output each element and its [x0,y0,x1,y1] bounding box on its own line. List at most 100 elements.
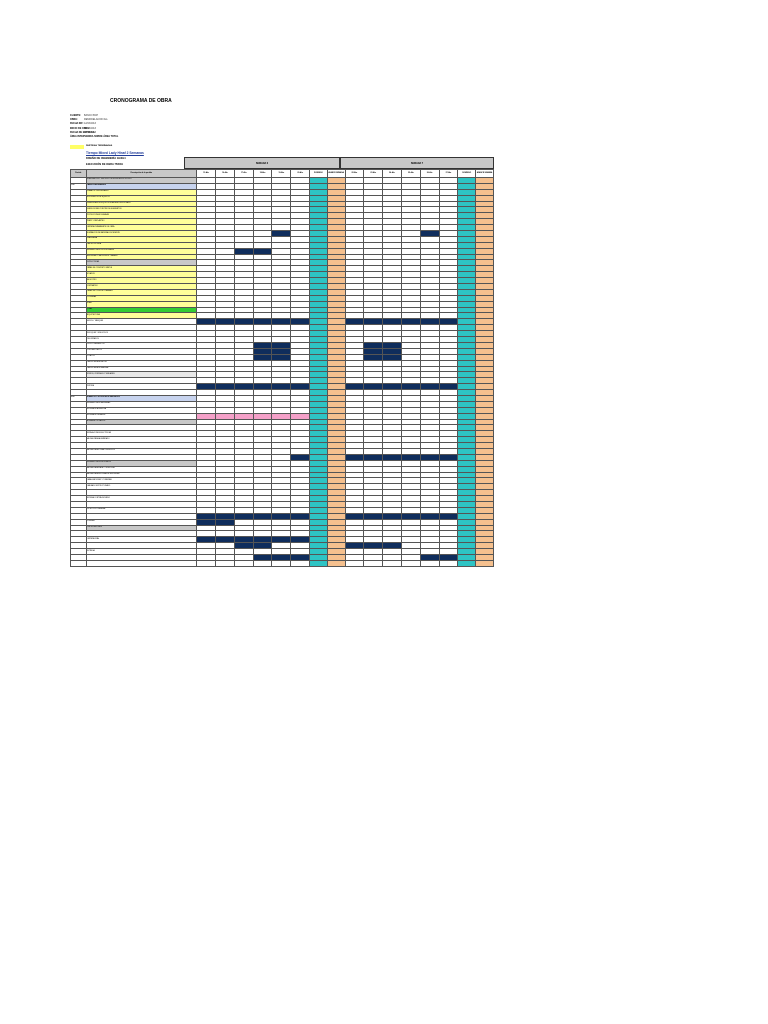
col-header-day: 24-Abr [382,169,402,178]
day-cell [196,218,217,226]
partida-number [70,559,87,567]
day-cell [233,218,254,226]
meta-key: FECHA DE ENTREGA: [70,130,96,134]
table-row: ELABORACION Y SUSTENTO DE EXPEDIENTE TEC… [70,177,494,184]
day-cell [233,177,254,184]
table-row [70,542,494,550]
partida-description: GUARDIANIA [85,235,198,243]
day-cell [438,194,459,202]
table-row: GUARDIANIA [70,235,494,243]
day-cell [215,218,235,226]
day-cell [215,506,235,514]
table-row [70,512,494,520]
table-row: VIGAS [70,300,494,308]
day-cell [290,518,311,526]
table-row: 1.00 OBRAS PRELIMINARES [70,182,494,190]
highlight-label: PARTIDAS TERMINADAS [86,145,113,147]
schedule-bar-cell [196,518,217,526]
day-cell [290,218,311,226]
col-header-day: 18-Abr [252,169,273,178]
schedule-link[interactable]: Tiempo Mixed Lady Hinaf 2 Semanas [86,151,144,155]
day-cell [215,206,235,214]
col-header-day: 27-Abr [438,169,459,178]
avance-cell [475,518,494,526]
partida-description: PROTECCIONES DE AREAS [85,212,198,220]
schedule-table: Partida Descripción de la partida 15-Abr 16… [70,169,494,567]
schedule-bar-cell [438,554,459,561]
partida-description: ELIMINACION DE MATERIAL EXCEDENTE [85,230,198,237]
avance-cell [475,206,494,214]
avance-cell [475,188,494,196]
day-cell [215,235,235,243]
col-header-domingo: DOMINGO [309,169,328,178]
day-cell [438,206,459,214]
schedule-bar-cell [196,512,217,520]
schedule-bar-cell [233,512,254,520]
domingo-cell [309,559,328,567]
col-header-day: 16-Abr [215,169,235,178]
day-cell [215,548,235,555]
day-cell [290,506,311,514]
day-cell [196,241,217,249]
meta-row: OBRA: REMODELACION AG. [70,118,118,122]
day-cell [233,235,254,243]
avance-cell [475,241,494,249]
day-cell [196,524,217,532]
day-cell [196,177,217,184]
day-cell [233,559,254,567]
day-cell [196,542,217,550]
day-cell [290,188,311,196]
table-row [70,442,494,449]
day-cell [215,194,235,202]
table-row: CARTEL DE OBRA [70,241,494,249]
day-cell [290,235,311,243]
col-header-day: 22-Abr [344,169,365,178]
day-cell [438,559,459,567]
day-cell [438,235,459,243]
day-cell [438,188,459,196]
day-cell [419,559,440,567]
avance-cell [475,506,494,514]
meta-value: 25/03/2013 [84,126,96,130]
day-cell [215,559,235,567]
day-cell [215,524,235,532]
day-cell [215,247,235,255]
schedule-bar-cell [233,536,254,544]
meta-key: OBRA: [70,118,78,122]
avance-cell [475,554,494,561]
avance-cell [475,218,494,226]
day-cell [196,200,217,208]
partida-description: OBRAS PRELIMINARES [85,182,198,190]
partida-description: CERTIFICACIONES [85,524,198,532]
table-row: DETECCION Y ALARMA [70,506,494,514]
day-cell [233,194,254,202]
table-row: COLUMNAS [70,294,494,302]
table-row: DEMOLICIONES Y RETIRO DE ELEMENTOS [70,206,494,214]
day-cell [438,241,459,249]
avance-cell [475,524,494,532]
meta-row: CLIENTE: BANCO BCP [70,114,118,118]
avance-cell [475,200,494,208]
avance-cell [326,559,346,567]
table-row [70,559,494,567]
col-header-domingo: DOMINGO [457,169,477,178]
day-cell [233,230,254,237]
meta-value: BANCO BCP [84,114,99,117]
table-row: OBRAS DE CONCRETO SIMPLE [70,265,494,273]
week-header-1: SEMANA 6 [184,157,340,169]
day-cell [196,247,217,255]
table-row: FALSO PISO [70,277,494,285]
day-cell [233,530,254,538]
schedule-bar-cell [290,554,311,561]
avance-cell [475,194,494,202]
partida-description: LIMPIEZA PERMANENTE DE OBRA [85,224,198,232]
day-cell [438,542,459,550]
meta-value: REMODELACION AG. [84,118,109,122]
schedule-bar-cell [438,512,459,520]
day-cell [382,559,402,567]
avance-cell [475,247,494,255]
day-cell [363,559,384,567]
day-cell [290,548,311,555]
day-cell [215,542,235,550]
day-cell [196,224,217,232]
